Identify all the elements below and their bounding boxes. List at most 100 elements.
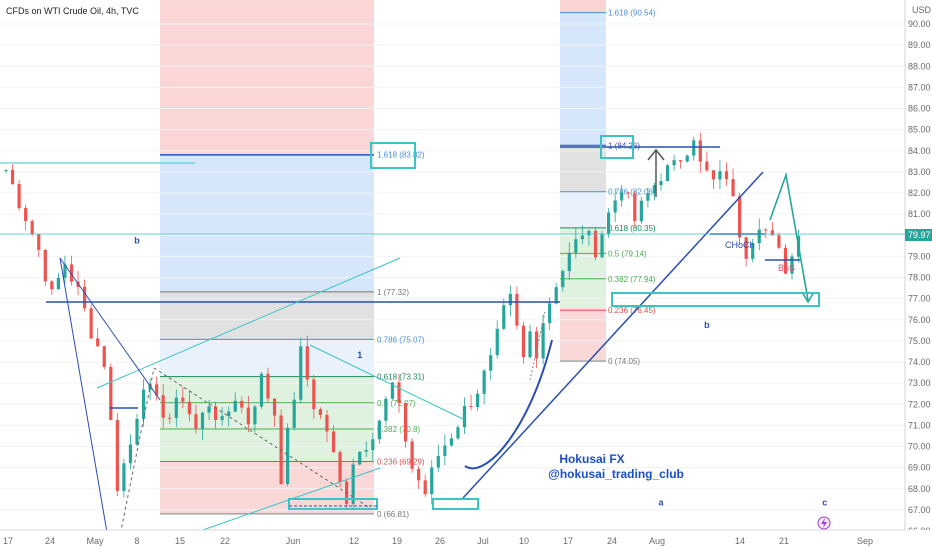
candle-body <box>744 237 748 259</box>
target-red-zone-left <box>160 0 374 153</box>
candle-body <box>476 393 480 408</box>
candle-body <box>515 293 519 326</box>
price-tick: 84.00 <box>908 146 931 156</box>
price-tick: 82.00 <box>908 188 931 198</box>
dashed-projection-left <box>153 367 371 509</box>
candle-body <box>220 416 224 421</box>
price-tick: 68.00 <box>908 484 931 494</box>
candle-body <box>148 384 152 390</box>
candle-body <box>286 427 290 485</box>
candle-body <box>417 468 421 481</box>
price-tick: 85.00 <box>908 125 931 135</box>
candle-body <box>83 286 87 309</box>
candle-body <box>63 264 67 278</box>
candle-body <box>364 450 368 452</box>
time-tick: 24 <box>607 536 617 546</box>
fib-green-zone-right <box>560 228 606 308</box>
candle-body <box>102 346 106 368</box>
fib-level-label: 0.618 (80.35) <box>608 224 656 233</box>
highlight-boxes <box>288 135 820 510</box>
time-tick: 14 <box>735 536 745 546</box>
price-tick: 69.00 <box>908 463 931 473</box>
fib-level-label: 1.618 (90.54) <box>608 9 656 18</box>
elliott-wave-labels: b1bdace23 <box>134 236 827 508</box>
candle-body <box>50 281 54 290</box>
last-price-value: 79.97 <box>908 230 931 240</box>
candle-body <box>122 463 126 492</box>
fib-level-label: 0 (66.81) <box>377 510 409 519</box>
price-tick: 78.00 <box>908 273 931 283</box>
price-grid <box>0 23 905 532</box>
candle-body <box>318 409 322 415</box>
price-tick: 81.00 <box>908 209 931 219</box>
candle-body <box>207 406 211 413</box>
candle-body <box>253 406 257 425</box>
fib-red-zone-right <box>560 308 606 360</box>
candle-body <box>10 169 15 185</box>
price-tick: 73.00 <box>908 378 931 388</box>
fib-lightblue-zone-left <box>160 340 374 376</box>
candle-body <box>534 331 539 359</box>
candle-body <box>4 169 8 171</box>
currency-label: USD <box>912 5 932 15</box>
candle-body <box>521 325 526 358</box>
candle-body <box>574 239 578 253</box>
candle-body <box>128 444 133 464</box>
candle-body <box>37 234 41 250</box>
time-tick: 12 <box>349 536 359 546</box>
candle-body <box>724 171 729 180</box>
candle-body <box>109 367 113 420</box>
fib-level-label: 0.236 (76.45) <box>608 306 656 315</box>
candle-body <box>679 160 683 162</box>
fib-levels: 1 (77.32) 0.786 (75.07) 0.618 (73.31) 0.5 (… <box>160 9 656 519</box>
target-arrow-head <box>647 148 665 161</box>
target-blue-zone-left <box>160 153 374 291</box>
candle-body <box>194 414 198 429</box>
candle-body <box>633 193 637 222</box>
candle-body <box>489 355 493 371</box>
wave-b-leg-2 <box>59 257 161 401</box>
candle-body <box>718 171 722 180</box>
candle-body <box>731 179 735 197</box>
candle-body <box>593 230 598 258</box>
triangle-upper-line <box>309 344 466 421</box>
candle-body <box>436 455 440 468</box>
price-tick: 89.00 <box>908 40 931 50</box>
candle-body <box>43 249 47 282</box>
brand-handle: @hokusai_trading_club <box>548 467 684 481</box>
candle-body <box>155 384 159 396</box>
candle-body <box>89 308 93 339</box>
candle-body <box>430 467 434 495</box>
price-tick: 71.00 <box>908 420 931 430</box>
time-tick: May <box>86 536 104 546</box>
candle-body <box>325 414 329 432</box>
candle-body <box>620 192 624 201</box>
price-tick: 77.00 <box>908 294 931 304</box>
fib-red-zone-bottom-left <box>160 461 374 513</box>
fib-grey-zone-right <box>560 147 606 192</box>
time-tick: 19 <box>392 536 402 546</box>
candle-body <box>567 252 571 272</box>
time-tick: 17 <box>563 536 573 546</box>
candle-body <box>266 373 270 399</box>
candle-body <box>659 181 663 186</box>
candle-body <box>711 170 715 180</box>
candle-body <box>187 401 191 415</box>
fib-level-label: 0.382 (70.8) <box>377 425 420 434</box>
candle-body <box>600 233 604 258</box>
price-tick: 70.00 <box>908 442 931 452</box>
candle-body <box>272 398 277 416</box>
candle-body <box>698 140 702 162</box>
candle-body <box>214 406 218 421</box>
candle-body <box>305 346 309 380</box>
price-tick: 76.00 <box>908 315 931 325</box>
candle-body <box>377 420 381 440</box>
candle-body <box>410 441 414 469</box>
candle-body <box>777 235 781 248</box>
fib-lightblue-zone-right <box>560 192 606 228</box>
time-tick-labels: 17 24 May 8 15 22 Jun 12 19 26 Jul 10 17 24 Aug 14 21 Sep <box>3 536 873 546</box>
target-blue-zone-right <box>560 14 606 147</box>
candle-body <box>331 431 336 453</box>
projected-arrow-head <box>801 291 815 304</box>
